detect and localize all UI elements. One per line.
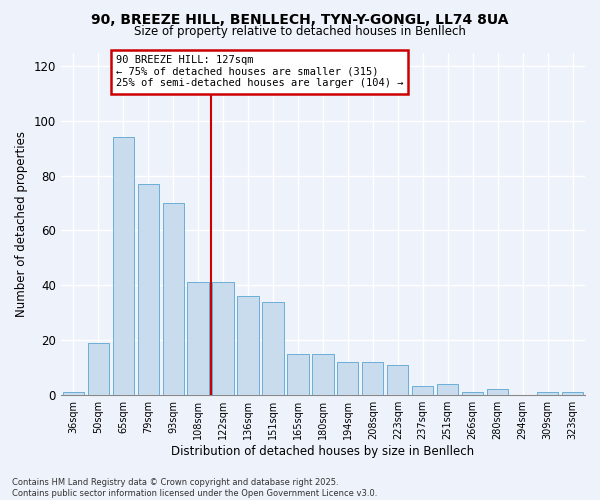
Y-axis label: Number of detached properties: Number of detached properties xyxy=(15,130,28,316)
Bar xyxy=(337,362,358,394)
Bar xyxy=(187,282,209,395)
Bar xyxy=(137,184,159,394)
Bar xyxy=(412,386,433,394)
Bar xyxy=(238,296,259,394)
Bar xyxy=(163,203,184,394)
Bar xyxy=(113,138,134,394)
Text: 90 BREEZE HILL: 127sqm
← 75% of detached houses are smaller (315)
25% of semi-de: 90 BREEZE HILL: 127sqm ← 75% of detached… xyxy=(116,55,403,88)
Bar xyxy=(462,392,483,394)
Bar xyxy=(262,302,284,394)
Text: Size of property relative to detached houses in Benllech: Size of property relative to detached ho… xyxy=(134,25,466,38)
Text: 90, BREEZE HILL, BENLLECH, TYN-Y-GONGL, LL74 8UA: 90, BREEZE HILL, BENLLECH, TYN-Y-GONGL, … xyxy=(91,12,509,26)
Bar xyxy=(287,354,308,395)
Bar xyxy=(212,282,233,395)
Bar xyxy=(487,389,508,394)
Bar xyxy=(562,392,583,394)
Bar xyxy=(62,392,84,394)
Text: Contains HM Land Registry data © Crown copyright and database right 2025.
Contai: Contains HM Land Registry data © Crown c… xyxy=(12,478,377,498)
Bar xyxy=(537,392,558,394)
Bar xyxy=(88,342,109,394)
Bar xyxy=(387,364,409,394)
Bar xyxy=(437,384,458,394)
Bar xyxy=(362,362,383,394)
X-axis label: Distribution of detached houses by size in Benllech: Distribution of detached houses by size … xyxy=(172,444,475,458)
Bar xyxy=(312,354,334,395)
